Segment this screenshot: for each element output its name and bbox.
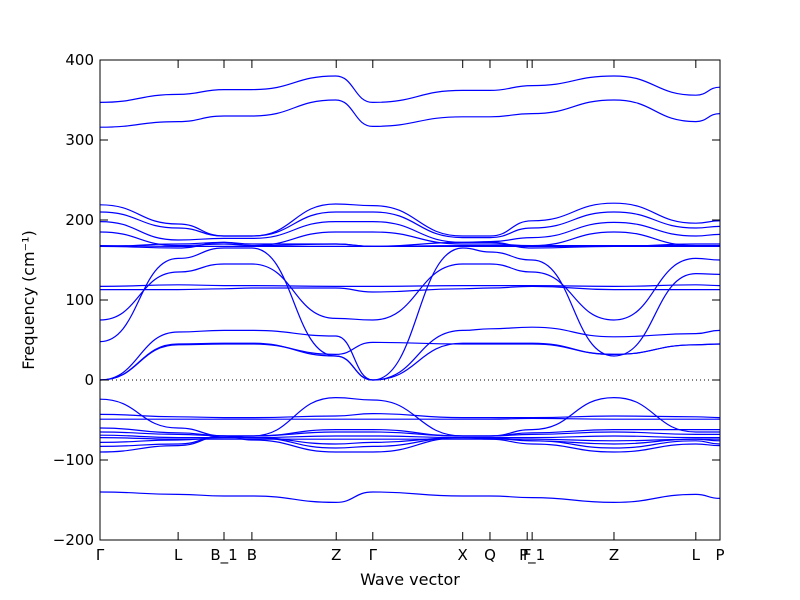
x-tick-label: Z [609,546,619,564]
y-axis-ticks: −200 −100 0 100 200 300 400 [53,51,720,549]
y-tick-label: 400 [65,51,94,69]
band-line [100,257,720,321]
y-tick-label: 100 [65,291,94,309]
band-line [100,75,720,104]
x-tick-label: L [174,546,183,564]
band-line [100,326,720,381]
band-line [100,491,720,504]
band-line [100,247,720,381]
x-tick-label: Q [484,546,496,564]
plot-area [100,75,720,504]
x-tick-label: Γ [96,546,105,564]
band-line [100,412,720,419]
band-line [100,220,720,244]
x-tick-label: B_1 [210,546,237,565]
x-axis-label: Wave vector [360,570,460,589]
band-line [100,341,720,381]
x-tick-label: L [692,546,701,564]
band-line [100,437,720,445]
x-tick-label: B [247,546,257,564]
x-tick-label: F [523,546,532,564]
band-line [100,434,720,439]
band-line [100,99,720,128]
band-line [100,284,720,288]
band-line [100,211,720,239]
y-axis-label: Frequency (cm⁻¹) [19,230,38,369]
band-line [100,435,720,453]
band-line [100,285,720,293]
plot-frame [99,59,721,541]
y-tick-label: −100 [53,451,94,469]
y-tick-label: −200 [53,531,94,549]
y-tick-label: 200 [65,211,94,229]
x-tick-label: P [715,546,724,564]
band-line [100,202,720,237]
x-axis-ticks: Γ L B_1 B Z Γ X Q FP_1 Z L P [96,60,725,565]
band-line [100,241,720,249]
band-line [100,342,720,381]
y-tick-label: 0 [84,371,94,389]
x-tick-label: X [458,546,468,564]
band-line [100,417,720,420]
y-tick-label: 300 [65,131,94,149]
band-line [100,231,720,247]
x-tick-label: Γ [369,546,378,564]
x-tick-label: P_1 [519,546,545,565]
x-tick-label: Z [331,546,341,564]
